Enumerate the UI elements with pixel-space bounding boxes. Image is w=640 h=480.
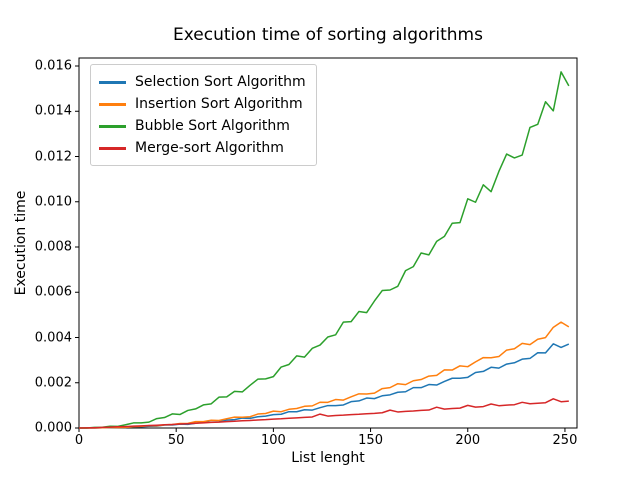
chart-title: Execution time of sorting algorithms bbox=[173, 25, 483, 45]
legend-label: Selection Sort Algorithm bbox=[135, 74, 306, 90]
axes-frame bbox=[78, 57, 578, 429]
y-tick-label: 0.002 bbox=[34, 375, 72, 391]
y-tick-label: 0.014 bbox=[34, 103, 72, 119]
legend-line-swatch bbox=[99, 80, 126, 84]
y-tick-label: 0.004 bbox=[34, 330, 72, 345]
legend: Selection Sort Algorithm Insertion Sort A… bbox=[90, 64, 317, 166]
legend-line-swatch bbox=[99, 146, 126, 150]
x-tick-label: 150 bbox=[358, 433, 383, 448]
legend-label: Bubble Sort Algorithm bbox=[135, 118, 290, 134]
y-tick-label: 0.010 bbox=[34, 194, 72, 210]
x-tick-label: 200 bbox=[455, 433, 481, 448]
y-tick-label: 0.000 bbox=[34, 420, 72, 436]
x-tick-label: 100 bbox=[260, 433, 286, 448]
y-tick-label: 0.008 bbox=[34, 239, 72, 255]
legend-line-swatch bbox=[99, 102, 126, 106]
legend-item: Bubble Sort Algorithm bbox=[99, 115, 306, 137]
x-tick-label: 50 bbox=[167, 433, 185, 448]
x-tick-label: 250 bbox=[552, 433, 578, 448]
legend-item: Selection Sort Algorithm bbox=[99, 71, 306, 93]
series-line-bubble-sort-algorithm bbox=[78, 71, 570, 429]
legend-item: Merge-sort Algorithm bbox=[99, 137, 306, 159]
legend-line-swatch bbox=[99, 124, 126, 128]
series-line-merge-sort-algorithm bbox=[78, 398, 569, 429]
legend-label: Merge-sort Algorithm bbox=[135, 140, 284, 156]
y-tick-label: 0.016 bbox=[34, 58, 72, 74]
series-line-insertion-sort-algorithm bbox=[78, 321, 570, 429]
x-axis-label: List lenght bbox=[291, 450, 365, 466]
x-tick-label: 0 bbox=[74, 433, 84, 448]
y-tick-label: 0.012 bbox=[34, 149, 72, 164]
y-axis-label: Execution time bbox=[13, 190, 29, 296]
legend-label: Insertion Sort Algorithm bbox=[135, 96, 303, 112]
y-tick-label: 0.006 bbox=[34, 284, 72, 300]
legend-item: Insertion Sort Algorithm bbox=[99, 93, 306, 115]
